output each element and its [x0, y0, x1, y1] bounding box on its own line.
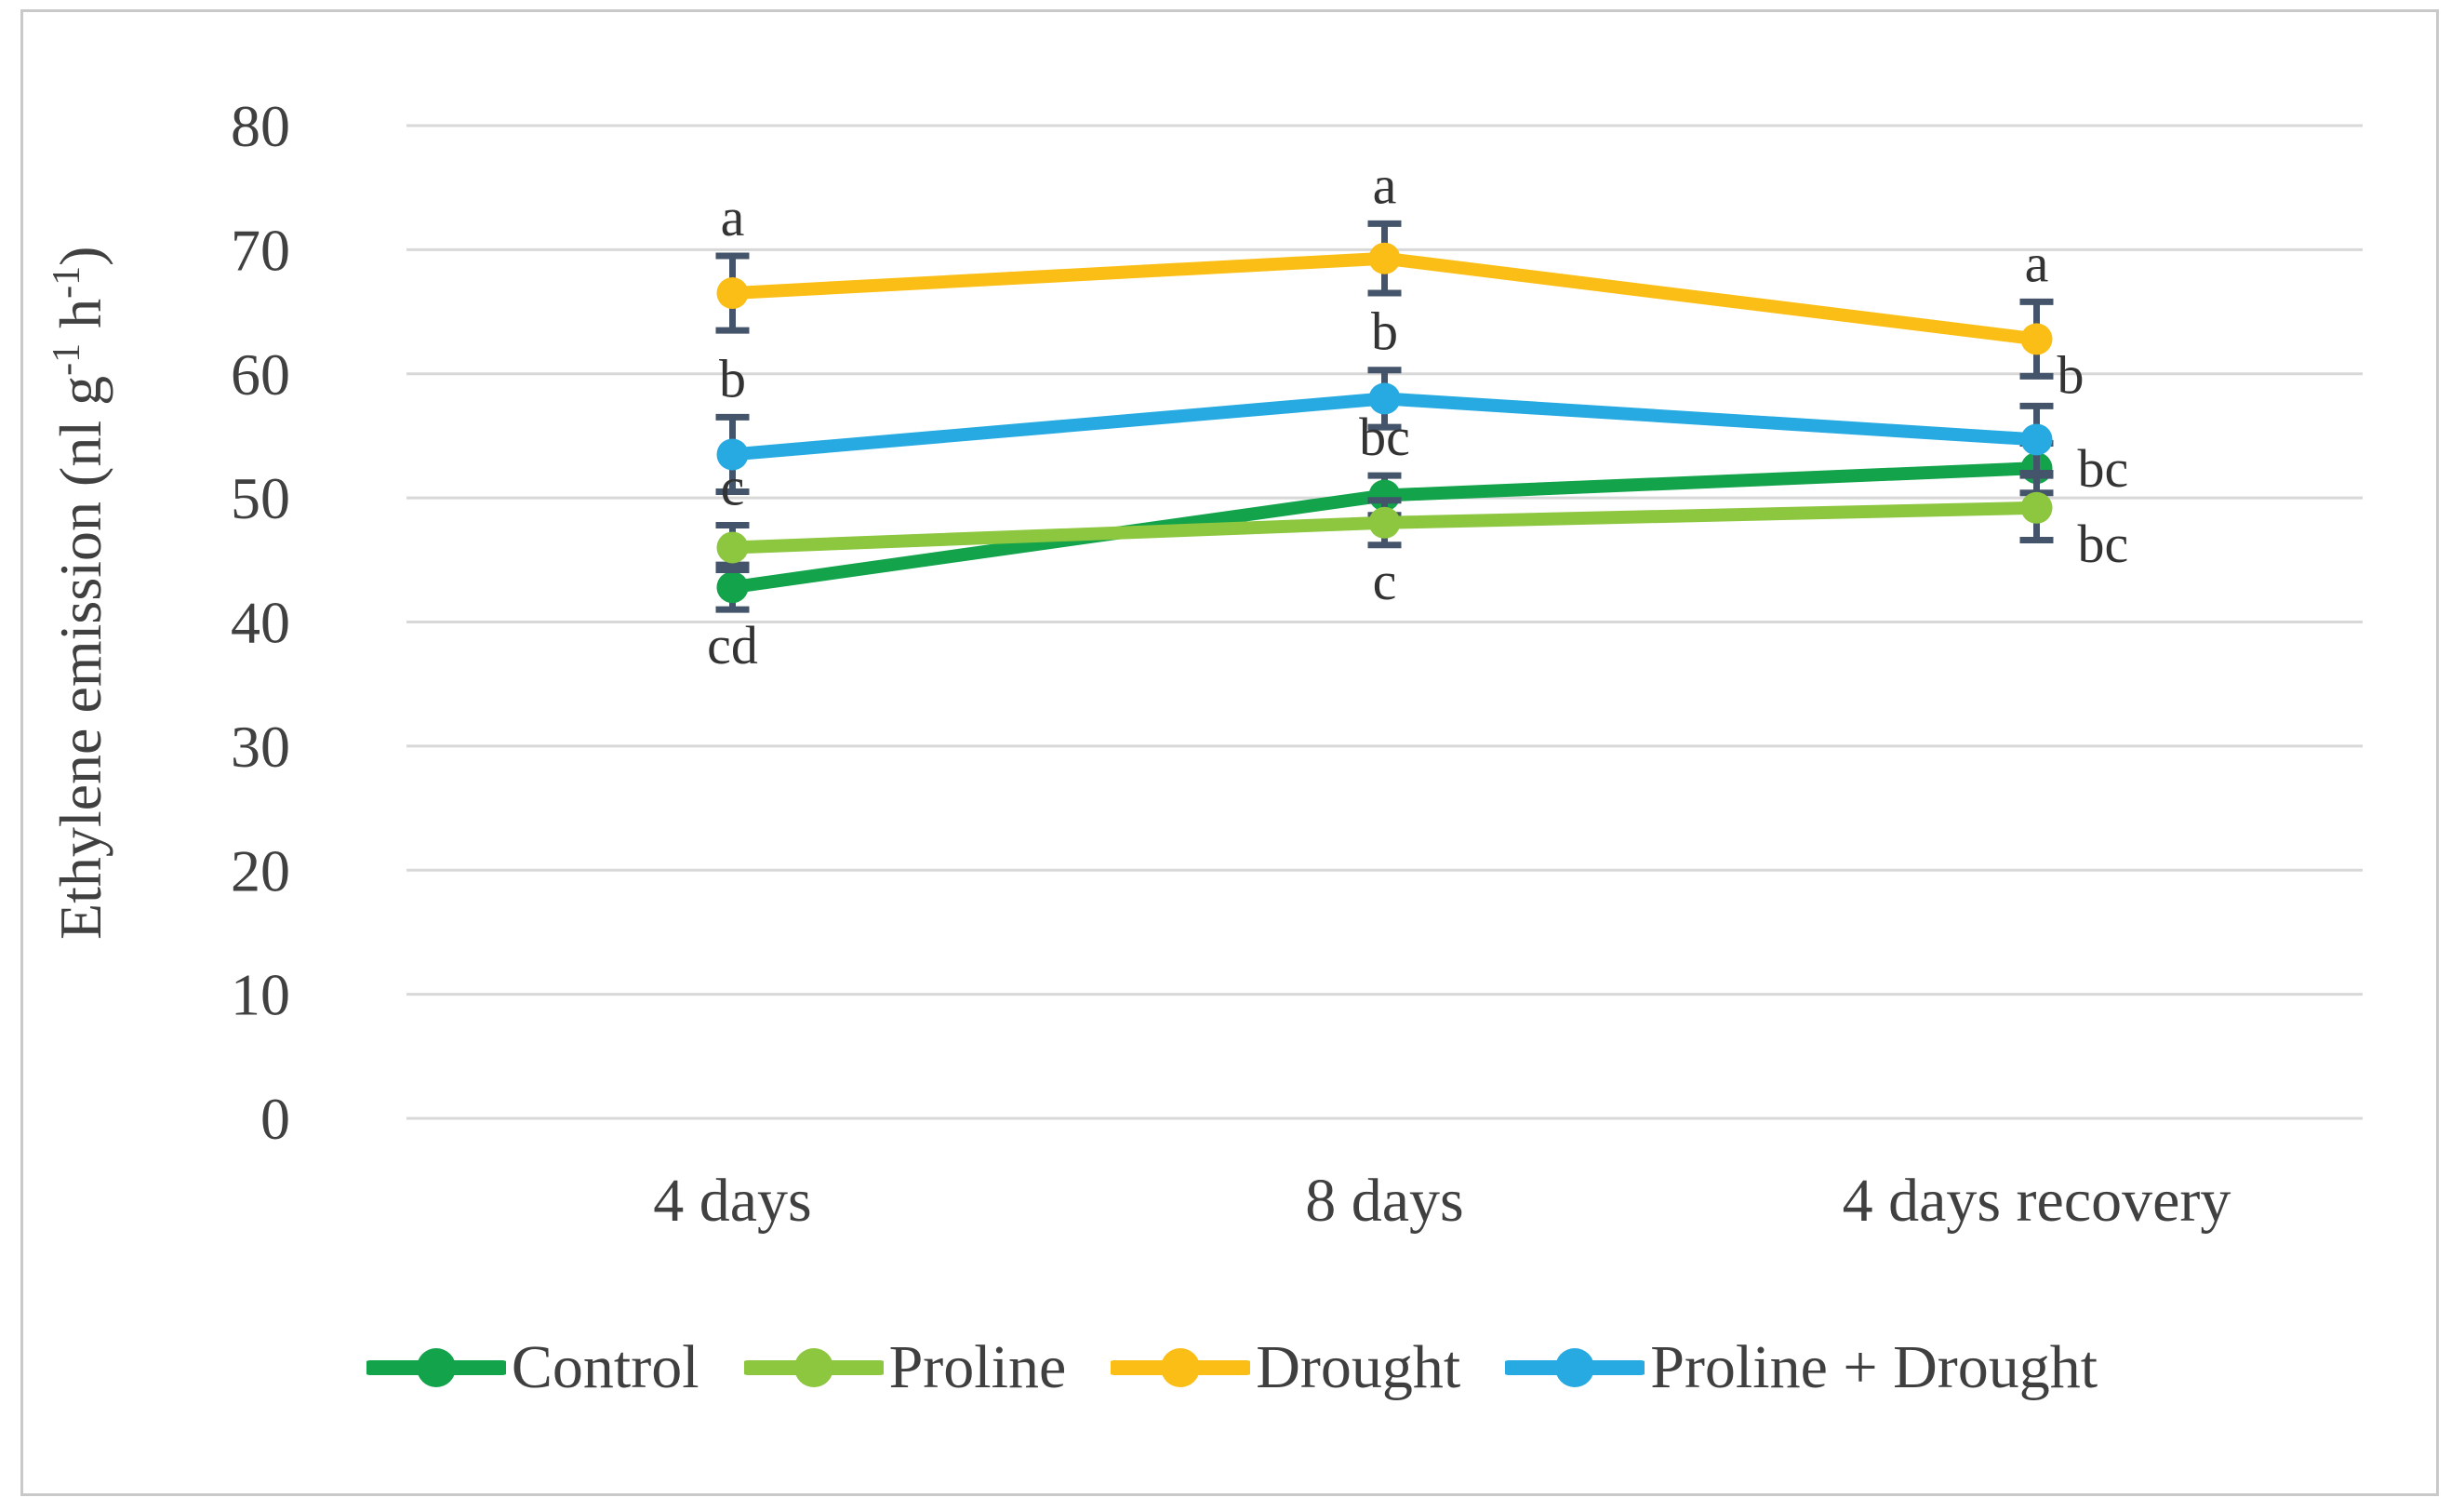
data-point-marker: [2020, 423, 2053, 456]
significance-letter: bc: [1359, 407, 1410, 467]
legend: Control Proline Drought Proline + Drought: [0, 1303, 2464, 1433]
legend-marker-dot: [1161, 1348, 1201, 1387]
significance-letter: a: [2025, 233, 2049, 293]
x-category-label: 4 days: [653, 1167, 811, 1235]
legend-marker-icon: [366, 1348, 506, 1387]
data-point-marker: [716, 531, 749, 564]
data-point-marker: [2020, 323, 2053, 355]
data-point-marker: [1368, 382, 1401, 415]
y-tick-label: 0: [260, 1086, 290, 1152]
y-tick-label: 30: [231, 714, 290, 780]
data-point-marker: [1368, 242, 1401, 274]
data-point-marker: [716, 277, 749, 310]
significance-letter: b: [2058, 344, 2084, 405]
x-category-label: 4 days recovery: [1843, 1167, 2231, 1235]
series-drought: [715, 220, 2054, 380]
legend-marker-dot: [1555, 1348, 1595, 1387]
significance-letter: a: [721, 187, 745, 247]
legend-item-proline: Proline: [743, 1333, 1067, 1401]
y-tick-label: 20: [231, 837, 290, 903]
legend-marker-icon: [743, 1348, 884, 1387]
legend-label: Control: [511, 1333, 699, 1401]
significance-letter: bc: [2078, 438, 2129, 499]
significance-letter: bc: [2078, 514, 2129, 574]
x-axis-category-labels: 4 days 8 days 4 days recovery: [653, 1167, 2231, 1235]
legend-marker-icon: [1111, 1348, 1251, 1387]
significance-letter: cd: [707, 615, 758, 675]
significance-letter: a: [1373, 154, 1397, 215]
y-tick-label: 60: [231, 341, 290, 408]
data-point-marker: [1368, 506, 1401, 539]
series-proline: [715, 472, 2054, 573]
legend-item-control: Control: [366, 1335, 699, 1400]
legend-item-drought: Drought: [1111, 1335, 1460, 1400]
x-category-label: 8 days: [1305, 1167, 1463, 1235]
data-point-marker: [716, 438, 749, 471]
y-axis-tick-labels: 0 10 20 30 40 50 60 70 80: [231, 93, 290, 1152]
legend-item-proline-drought: Proline + Drought: [1505, 1335, 2098, 1400]
y-tick-label: 80: [231, 93, 290, 159]
figure-frame: [20, 9, 2439, 1496]
y-tick-label: 40: [231, 590, 290, 656]
legend-marker-icon: [1505, 1348, 1645, 1387]
significance-letter: b: [719, 348, 746, 408]
y-tick-label: 70: [231, 217, 290, 283]
y-tick-label: 50: [231, 465, 290, 531]
significance-letter: b: [1371, 301, 1398, 362]
significance-letter: c: [721, 456, 745, 516]
legend-label: Proline + Drought: [1650, 1333, 2098, 1401]
legend-label: Drought: [1256, 1333, 1461, 1401]
legend-label: Proline: [888, 1333, 1067, 1401]
data-point-marker: [716, 571, 749, 604]
legend-marker-dot: [793, 1348, 833, 1387]
y-tick-label: 10: [231, 962, 290, 1028]
significance-letter: c: [1373, 551, 1397, 611]
series-proline-drought: [715, 367, 2054, 495]
data-point-marker: [2020, 491, 2053, 524]
y-axis-title: Ethylene emission (nl g-1 h-1): [46, 247, 113, 940]
legend-marker-dot: [416, 1348, 456, 1387]
